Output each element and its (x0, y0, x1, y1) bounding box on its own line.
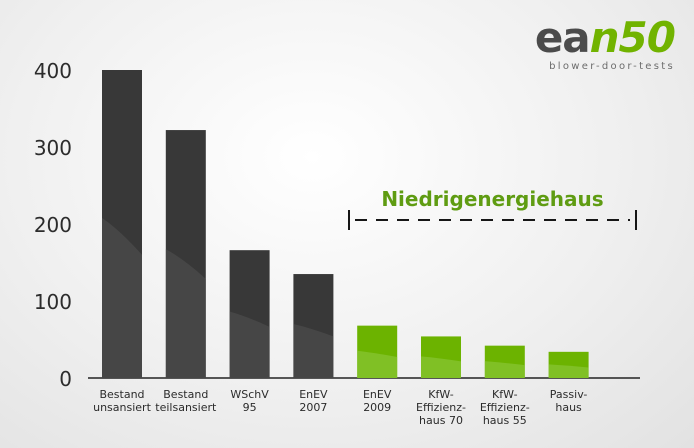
y-tick-label: 400 (34, 59, 72, 83)
x-tick-label: KfW- (492, 388, 518, 401)
y-tick-label: 300 (34, 136, 72, 160)
y-tick-label: 200 (34, 213, 72, 237)
bar-shade (102, 217, 142, 378)
logo-accent-text: n50 (589, 13, 676, 62)
x-tick-label: haus 70 (419, 414, 463, 427)
x-tick-label: unsansiert (93, 401, 151, 414)
bar-shade (548, 364, 589, 378)
x-tick-label: Bestand (99, 388, 144, 401)
x-tick-label: EnEV (299, 388, 328, 401)
logo-text: ean50 (520, 17, 676, 59)
bar-shade (229, 311, 270, 378)
x-tick-label: Passiv- (550, 388, 588, 401)
x-tick-label: KfW- (428, 388, 454, 401)
bar-shade (484, 361, 525, 378)
x-tick-label: haus 55 (483, 414, 527, 427)
brand-logo: ean50 blower-door-tests (520, 17, 676, 73)
x-tick-label: EnEV (363, 388, 392, 401)
logo-subtitle: blower-door-tests (549, 61, 675, 72)
bar-shade (357, 350, 398, 378)
bar-shade (165, 249, 206, 378)
x-tick-label: 2009 (363, 401, 391, 414)
x-tick-label: 2007 (299, 401, 327, 414)
x-tick-label: WSchV (230, 388, 269, 401)
y-tick-label: 0 (59, 367, 72, 391)
y-tick-label: 100 (34, 290, 72, 314)
x-tick-label: Effizienz- (480, 401, 530, 414)
logo-main-text: ea (534, 13, 591, 62)
x-tick-label: 95 (243, 401, 257, 414)
x-tick-label: Bestand (163, 388, 208, 401)
x-tick-label: Effizienz- (416, 401, 466, 414)
x-tick-label: haus (555, 401, 582, 414)
bracket-label: Niedrigenergiehaus (381, 187, 603, 211)
bar-shade (421, 356, 461, 378)
x-tick-label: teilsansiert (155, 401, 217, 414)
bar-shade (293, 323, 334, 378)
